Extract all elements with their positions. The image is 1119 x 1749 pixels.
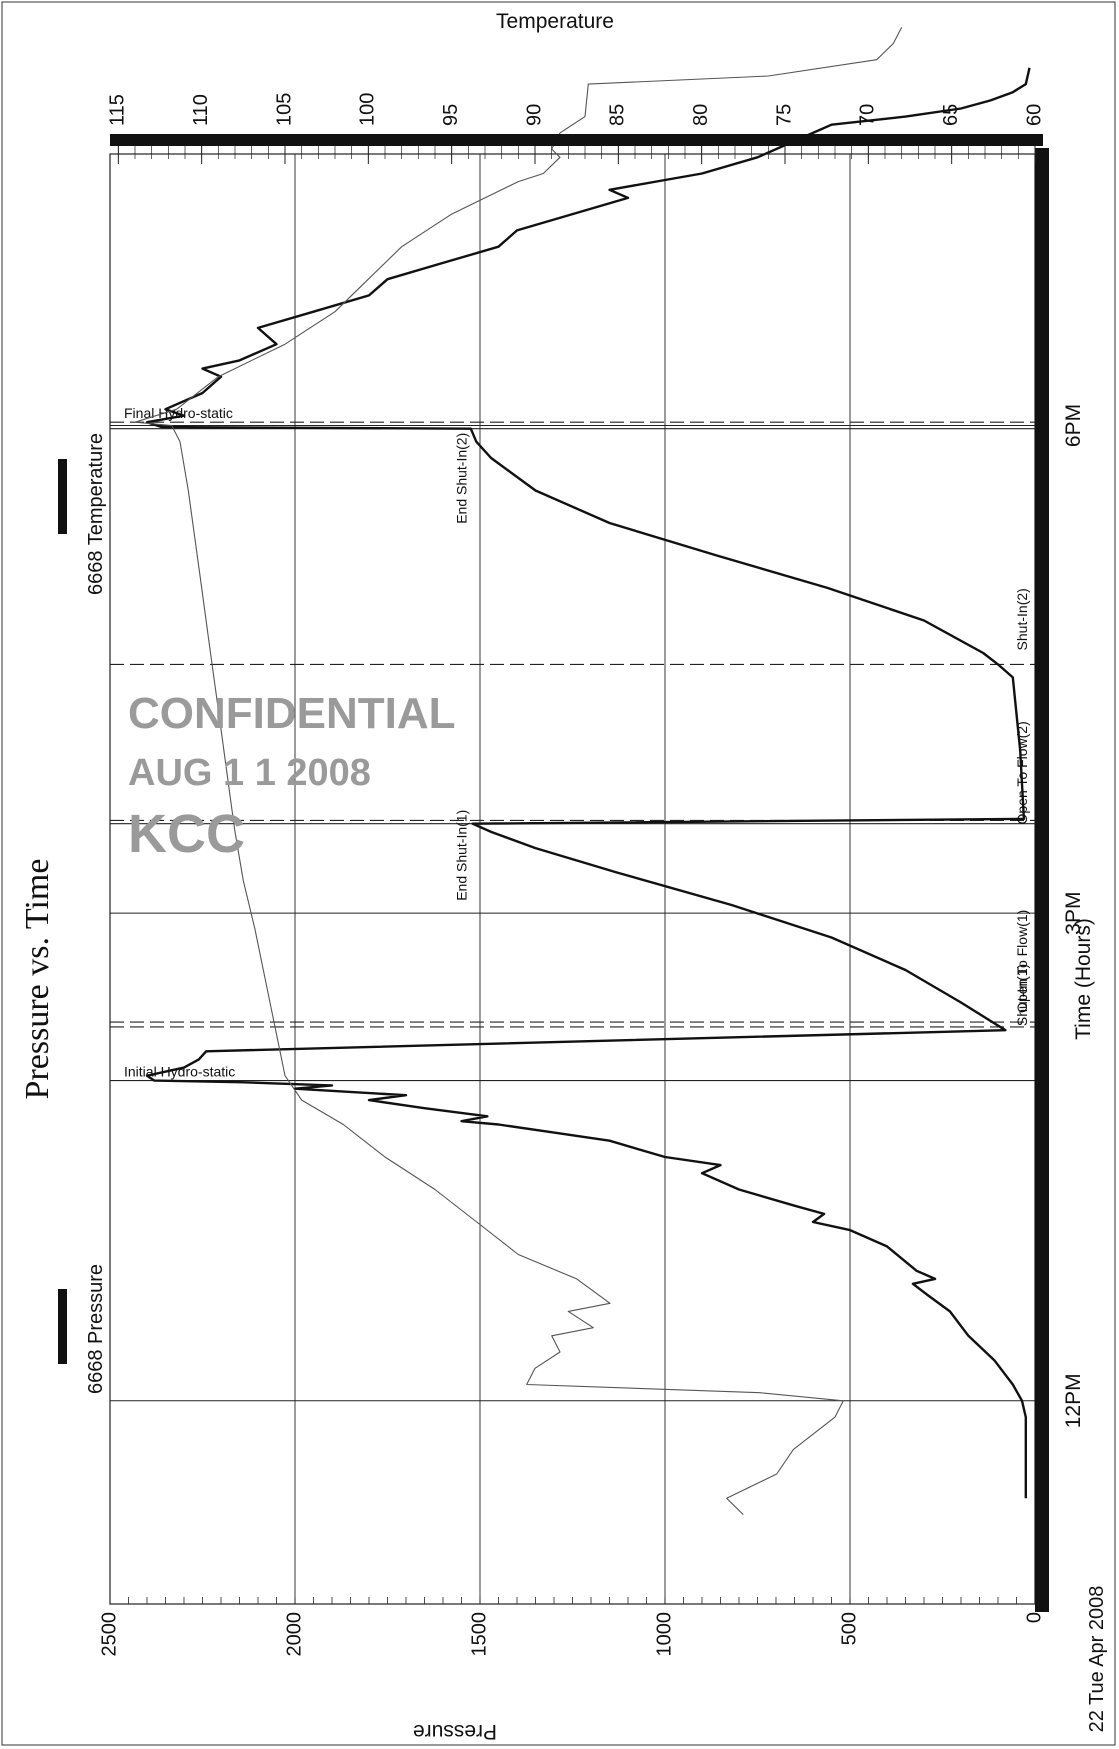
y-axis-title: Pressure (413, 1720, 497, 1743)
y-tick-label: 1000 (653, 1612, 675, 1657)
event-label: End Shut-In(2) (454, 433, 470, 524)
event-label: Initial Hydro-static (124, 1064, 235, 1080)
y2-tick-label: 65 (940, 104, 962, 126)
stamp-kcc: KCC (128, 804, 245, 864)
legend-pressure-label: 6668 Pressure (85, 1264, 107, 1394)
x-tick-label: 3PM (1062, 892, 1085, 935)
stamp-confidential: CONFIDENTIAL (128, 689, 456, 738)
pressure-series-line (145, 67, 1031, 1499)
legend-temperature-swatch (58, 459, 67, 534)
event-label: Open To Flow(1) (1014, 910, 1030, 1013)
y-tick-label: 2000 (283, 1612, 305, 1657)
date-label: 22 Tue Apr 2008 (1086, 1586, 1108, 1733)
stamp-date: AUG 1 1 2008 (128, 752, 371, 794)
y2-tick-label: 110 (190, 94, 212, 126)
axes: 0 500 1000 1500 2000 2500 12PM 3PM 6PM 60 65 70 75 80… (98, 93, 1085, 1657)
legend-temperature-label: 6668 Temperature (85, 433, 107, 595)
temperature-series-line (134, 26, 903, 1515)
y2-tick-label: 75 (773, 104, 795, 126)
y2-tick-label: 90 (523, 104, 545, 126)
x-axis-bar (1035, 148, 1049, 1612)
y2-tick-label: 105 (273, 93, 295, 126)
y2-tick-label: 70 (857, 104, 879, 126)
y2-tick-label: 80 (690, 104, 712, 126)
confidential-stamp: CONFIDENTIAL AUG 1 1 2008 KCC (128, 689, 456, 864)
y-tick-label: 2500 (98, 1612, 120, 1657)
temperature-axis-bar (110, 134, 1043, 146)
event-label: Shut-In(1) (1014, 964, 1030, 1026)
x-axis-title: Time (Hours) (1072, 918, 1095, 1040)
y2-tick-label: 95 (440, 104, 462, 126)
y-tick-label: 500 (838, 1612, 860, 1645)
y2-tick-label: 85 (607, 104, 629, 126)
event-label: Shut-In(2) (1014, 588, 1030, 650)
x-tick-label: 6PM (1062, 404, 1085, 447)
x-tick-label: 12PM (1062, 1373, 1085, 1428)
temperature-axis: 60 65 70 75 80 85 90 95 100 105 110 115 (107, 93, 1045, 164)
y-tick-label: 0 (1023, 1612, 1045, 1623)
y2-axis-title: Temperature (496, 10, 614, 33)
event-label: End Shut-In(1) (454, 810, 470, 901)
chart-title: Pressure vs. Time (19, 859, 56, 1100)
y-tick-label: 1500 (468, 1612, 490, 1657)
y2-tick-label: 115 (107, 94, 129, 126)
y2-tick-label: 100 (357, 93, 379, 126)
y2-tick-label: 60 (1023, 104, 1045, 126)
series-lines (134, 26, 1031, 1515)
legend-pressure-swatch (58, 1289, 67, 1364)
